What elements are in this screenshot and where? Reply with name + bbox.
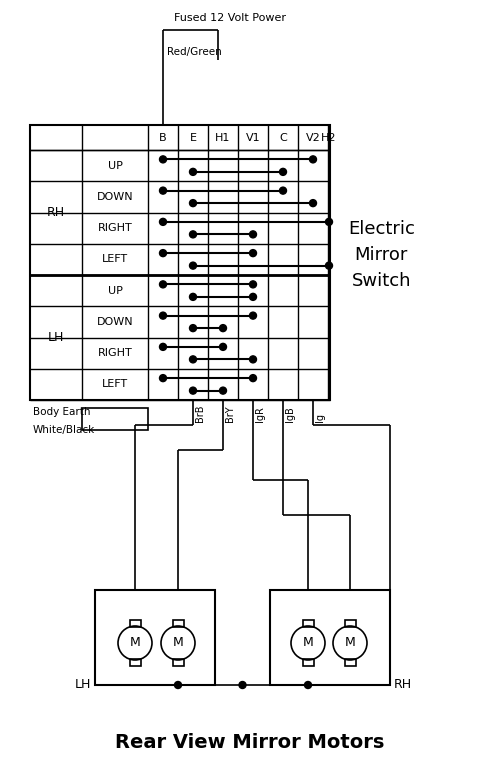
Circle shape [160,312,166,319]
Circle shape [190,199,196,206]
Circle shape [160,187,166,194]
Circle shape [190,231,196,238]
Bar [82,408,148,430]
Bar [130,659,140,666]
Circle shape [220,343,226,351]
Circle shape [220,387,226,394]
Circle shape [250,312,256,319]
Text: White/Black: White/Black [33,425,96,435]
Bar [130,620,140,627]
Circle shape [310,199,316,206]
Circle shape [326,219,332,225]
Text: BrY: BrY [225,406,235,422]
Text: H2: H2 [321,132,337,143]
Bar [302,620,314,627]
Circle shape [190,325,196,332]
Text: M: M [302,636,314,649]
Bar [302,659,314,666]
Circle shape [310,156,316,163]
Text: RH: RH [394,678,412,691]
Circle shape [250,356,256,363]
Circle shape [160,281,166,288]
Circle shape [250,231,256,238]
Circle shape [190,293,196,300]
Text: C: C [279,132,287,143]
Bar [270,590,390,685]
Text: DOWN: DOWN [96,317,134,327]
Bar [172,620,184,627]
Text: E: E [190,132,196,143]
Circle shape [190,356,196,363]
Circle shape [160,250,166,257]
Circle shape [326,262,332,269]
Circle shape [174,681,182,688]
Text: UP: UP [108,160,122,170]
Circle shape [280,187,286,194]
Text: IgR: IgR [255,406,265,422]
Text: M: M [344,636,356,649]
Text: Electric
Mirror
Switch: Electric Mirror Switch [348,219,415,290]
Circle shape [239,681,246,688]
Text: RH: RH [47,206,65,219]
Bar [344,659,356,666]
Text: RIGHT: RIGHT [98,223,132,233]
Text: DOWN: DOWN [96,192,134,202]
Circle shape [250,281,256,288]
Text: Fused 12 Volt Power: Fused 12 Volt Power [174,13,286,23]
Circle shape [250,374,256,382]
Text: Body Earth: Body Earth [33,407,90,417]
Circle shape [160,374,166,382]
Bar [172,659,184,666]
Text: V2: V2 [306,132,320,143]
Text: LH: LH [74,678,91,691]
Circle shape [190,387,196,394]
Text: H1: H1 [216,132,230,143]
Text: V1: V1 [246,132,260,143]
Circle shape [190,168,196,176]
Circle shape [220,325,226,332]
Circle shape [250,250,256,257]
Text: B: B [159,132,167,143]
Bar [30,125,330,400]
Text: M: M [130,636,140,649]
Text: LH: LH [48,331,64,344]
Text: Ig: Ig [315,413,325,422]
Circle shape [160,219,166,225]
Text: IgB: IgB [285,406,295,422]
Text: M: M [172,636,184,649]
Text: LEFT: LEFT [102,254,128,264]
Text: BrB: BrB [195,404,205,422]
Text: UP: UP [108,286,122,296]
Bar [344,620,356,627]
Text: LEFT: LEFT [102,380,128,390]
Circle shape [190,262,196,269]
Circle shape [304,681,312,688]
Bar [95,590,215,685]
Text: Red/Green: Red/Green [167,47,222,57]
Text: RIGHT: RIGHT [98,348,132,358]
Circle shape [160,156,166,163]
Circle shape [280,168,286,176]
Circle shape [250,293,256,300]
Circle shape [160,343,166,351]
Text: Rear View Mirror Motors: Rear View Mirror Motors [116,733,384,752]
